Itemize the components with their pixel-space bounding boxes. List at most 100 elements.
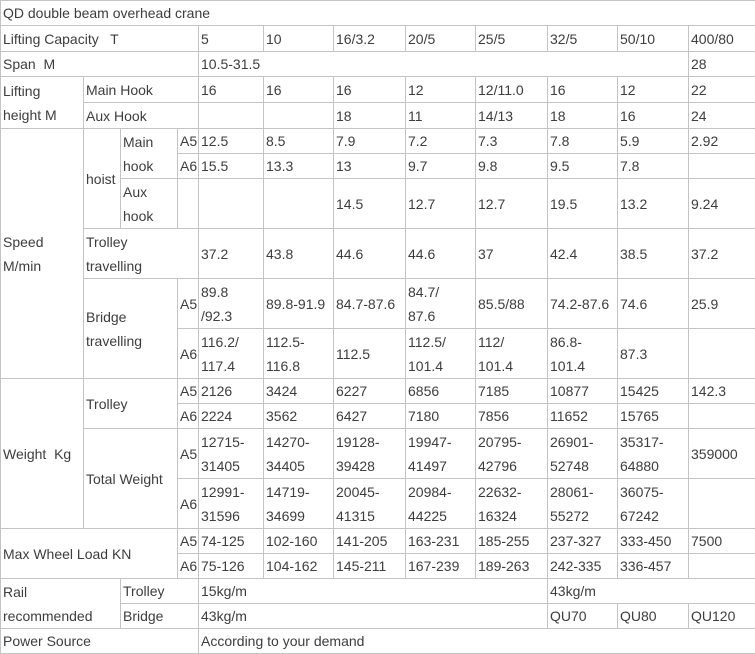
trolley-weight-a6-value: 6427 xyxy=(334,404,406,429)
total-weight-a6-value: 20045- 41315 xyxy=(334,479,406,529)
hoist-main-a6-value xyxy=(689,154,755,179)
hoist-main-a5-row: Speed M/min hoist Main hook A5 12.5 8.5 … xyxy=(1,129,755,154)
bridge-travelling-a5-value: 25.9 xyxy=(689,279,755,329)
main-hook-height-value: 16 xyxy=(199,77,264,103)
trolley-weight-a5-value: 7185 xyxy=(476,379,548,404)
aux-hook-label: Aux Hook xyxy=(84,103,199,129)
trolley-weight-a6-value xyxy=(689,404,755,429)
total-weight-a5-row: Total Weight A5 12715- 31405 14270- 3440… xyxy=(1,429,755,479)
lifting-capacity-value: 25/5 xyxy=(476,26,548,52)
hoist-main-a6-value: 9.5 xyxy=(548,154,618,179)
trolley-travelling-value: 43.8 xyxy=(264,229,334,279)
class-a6-label: A6 xyxy=(178,404,199,429)
hoist-aux-value: 19.5 xyxy=(548,179,618,229)
bridge-travelling-a5-value: 89.8 /92.3 xyxy=(199,279,264,329)
hoist-main-a5-value: 7.2 xyxy=(406,129,476,154)
bridge-travelling-a6-value: 112/ 101.4 xyxy=(476,329,548,379)
lifting-capacity-value: 16/3.2 xyxy=(334,26,406,52)
span-row: Span M 10.5-31.5 28 xyxy=(1,52,755,77)
aux-hook-height-value: 18 xyxy=(334,103,406,129)
trolley-travelling-value: 44.6 xyxy=(406,229,476,279)
lifting-capacity-value: 32/5 xyxy=(548,26,618,52)
total-weight-a5-value: 359000 xyxy=(689,429,755,479)
total-weight-a5-value: 20795- 42796 xyxy=(476,429,548,479)
trolley-weight-a5-value: 6227 xyxy=(334,379,406,404)
max-wheel-load-a6-value: 189-263 xyxy=(476,554,548,579)
total-weight-a6-value: 22632- 16324 xyxy=(476,479,548,529)
speed-label: Speed M/min xyxy=(1,129,84,379)
hoist-aux-hook-label: Aux hook xyxy=(121,179,178,229)
trolley-travelling-value: 42.4 xyxy=(548,229,618,279)
trolley-weight-a5-row: Weight Kg Trolley A5 2126 3424 6227 6856… xyxy=(1,379,755,404)
class-a5-label: A5 xyxy=(178,429,199,479)
main-hook-height-value: 12 xyxy=(406,77,476,103)
trolley-travelling-value: 44.6 xyxy=(334,229,406,279)
rail-trolley-right-value: 43kg/m xyxy=(548,579,755,604)
trolley-travelling-value: 38.5 xyxy=(618,229,689,279)
bridge-travelling-a5-value: 74.6 xyxy=(618,279,689,329)
bridge-travelling-a5-value: 89.8-91.9 xyxy=(264,279,334,329)
bridge-travelling-a5-value: 84.7/ 87.6 xyxy=(406,279,476,329)
hoist-main-hook-label: Main hook xyxy=(121,129,178,179)
rail-trolley-left-value: 15kg/m xyxy=(199,579,548,604)
max-wheel-load-a5-value: 141-205 xyxy=(334,529,406,554)
rail-bridge-qu-value: QU80 xyxy=(618,604,689,629)
title-row: QD double beam overhead crane xyxy=(1,1,755,26)
table-title: QD double beam overhead crane xyxy=(1,1,755,26)
trolley-weight-a6-value: 15765 xyxy=(618,404,689,429)
max-wheel-load-a6-value xyxy=(689,554,755,579)
max-wheel-load-label: Max Wheel Load KN xyxy=(1,529,178,579)
class-a5-label: A5 xyxy=(178,279,199,329)
main-hook-height-value: 16 xyxy=(548,77,618,103)
hoist-label: hoist xyxy=(84,129,121,229)
span-value: 10.5-31.5 xyxy=(199,52,689,77)
hoist-main-a6-value: 13.3 xyxy=(264,154,334,179)
bridge-travelling-a5-row: Bridge travelling A5 89.8 /92.3 89.8-91.… xyxy=(1,279,755,329)
rail-bridge-qu-value: QU70 xyxy=(548,604,618,629)
lifting-capacity-value: 5 xyxy=(199,26,264,52)
trolley-weight-a5-value: 10877 xyxy=(548,379,618,404)
total-weight-a6-value: 14719- 34699 xyxy=(264,479,334,529)
max-wheel-load-a5-value: 333-450 xyxy=(618,529,689,554)
aux-hook-height-value: 14/13 xyxy=(476,103,548,129)
bridge-travelling-a5-value: 74.2-87.6 xyxy=(548,279,618,329)
hoist-main-a6-value: 13 xyxy=(334,154,406,179)
aux-hook-height-value: 24 xyxy=(689,103,755,129)
trolley-weight-a5-value: 2126 xyxy=(199,379,264,404)
aux-hook-height-value: 11 xyxy=(406,103,476,129)
total-weight-a6-value: 20984- 44225 xyxy=(406,479,476,529)
trolley-travelling-value: 37.2 xyxy=(689,229,755,279)
total-weight-a6-value: 36075- 67242 xyxy=(618,479,689,529)
trolley-weight-a5-value: 6856 xyxy=(406,379,476,404)
rail-bridge-qu-value: QU120 xyxy=(689,604,755,629)
power-source-row: Power Source According to your demand xyxy=(1,629,755,654)
total-weight-a6-value xyxy=(689,479,755,529)
span-label: Span M xyxy=(1,52,199,77)
hoist-aux-value xyxy=(199,179,264,229)
hoist-main-a5-value: 8.5 xyxy=(264,129,334,154)
max-wheel-load-a6-value: 242-335 xyxy=(548,554,618,579)
total-weight-a5-value: 19128- 39428 xyxy=(334,429,406,479)
bridge-travelling-label: Bridge travelling xyxy=(84,279,178,379)
bridge-travelling-a6-value: 86.8- 101.4 xyxy=(548,329,618,379)
main-hook-height-row: Lifting height M Main Hook 16 16 16 12 1… xyxy=(1,77,755,103)
hoist-main-a6-value: 9.8 xyxy=(476,154,548,179)
total-weight-a5-value: 12715- 31405 xyxy=(199,429,264,479)
main-hook-height-value: 16 xyxy=(264,77,334,103)
trolley-weight-a6-value: 7856 xyxy=(476,404,548,429)
lifting-height-label: Lifting height M xyxy=(1,77,84,129)
hoist-main-a5-value: 7.3 xyxy=(476,129,548,154)
span-last-value: 28 xyxy=(689,52,755,77)
trolley-weight-a6-value: 2224 xyxy=(199,404,264,429)
max-wheel-load-a5-value: 7500 xyxy=(689,529,755,554)
class-a5-label: A5 xyxy=(178,379,199,404)
hoist-aux-value xyxy=(264,179,334,229)
bridge-travelling-a6-value xyxy=(689,329,755,379)
rail-bridge-label: Bridge xyxy=(121,604,199,629)
main-hook-height-value: 22 xyxy=(689,77,755,103)
max-wheel-load-a6-value: 336-457 xyxy=(618,554,689,579)
hoist-aux-value: 13.2 xyxy=(618,179,689,229)
aux-hook-height-value xyxy=(199,103,264,129)
trolley-weight-a6-value: 7180 xyxy=(406,404,476,429)
hoist-main-a5-value: 5.9 xyxy=(618,129,689,154)
